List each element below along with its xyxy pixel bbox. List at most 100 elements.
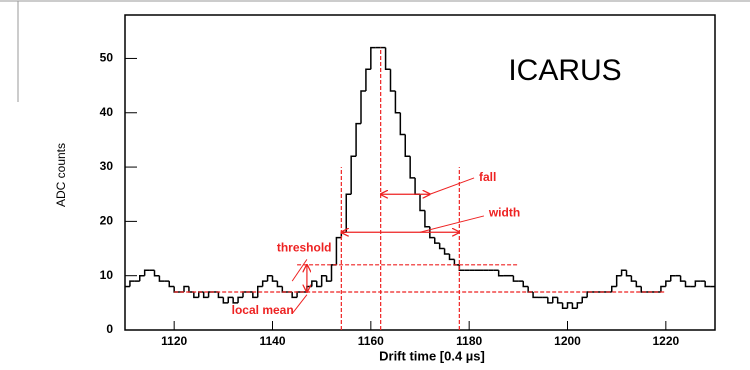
marker-label: width xyxy=(488,205,520,219)
histogram-step xyxy=(630,275,637,282)
annotation-title: ICARUS xyxy=(508,54,621,87)
histogram-step xyxy=(320,274,327,287)
histogram-step xyxy=(384,47,391,71)
histogram-step xyxy=(222,297,229,304)
histogram-step xyxy=(355,122,361,157)
histogram-step xyxy=(556,297,563,304)
histogram-step xyxy=(615,274,622,287)
histogram-step xyxy=(365,68,371,92)
histogram-step xyxy=(257,285,263,298)
histogram-step xyxy=(316,281,322,288)
histogram-step xyxy=(404,134,411,157)
histogram-step xyxy=(684,281,691,288)
y-tick-label: 10 xyxy=(100,268,114,282)
histogram-step xyxy=(586,291,593,298)
histogram-step xyxy=(576,302,583,309)
histogram-step xyxy=(296,291,302,298)
histogram-step xyxy=(227,296,234,303)
histogram-step xyxy=(625,270,632,277)
histogram-step xyxy=(335,236,342,265)
histogram-step xyxy=(409,156,416,179)
histogram-step xyxy=(561,302,568,310)
histogram-step xyxy=(640,286,647,293)
histogram-step xyxy=(202,291,209,299)
histogram-step xyxy=(611,285,617,292)
histogram-step xyxy=(252,291,258,299)
histogram-step xyxy=(350,155,357,195)
histogram-step xyxy=(153,270,160,277)
y-axis-label: ADC counts xyxy=(54,143,68,207)
local-mean-pointer xyxy=(291,294,308,315)
histogram-step xyxy=(458,264,465,272)
histogram-step xyxy=(497,270,504,277)
histogram-step xyxy=(261,280,268,287)
histogram-step xyxy=(281,286,288,293)
x-tick-label: 1200 xyxy=(554,334,581,348)
x-tick-label: 1120 xyxy=(161,334,187,348)
histogram-step xyxy=(438,243,445,250)
histogram-step xyxy=(635,281,642,288)
histogram-step xyxy=(168,281,175,288)
histogram-step xyxy=(512,275,519,282)
histogram-step xyxy=(665,280,671,287)
histogram-step xyxy=(276,281,283,288)
histogram-step xyxy=(139,274,145,282)
histogram-step xyxy=(271,275,278,282)
width-pointer xyxy=(419,215,485,233)
histogram-step xyxy=(581,296,588,303)
marker-label: threshold xyxy=(277,241,332,255)
x-tick-label: 1220 xyxy=(652,334,679,348)
histogram-step xyxy=(158,275,165,282)
x-tick-label: 1180 xyxy=(456,334,482,348)
histogram-step xyxy=(419,194,425,212)
histogram-step xyxy=(453,259,460,266)
histogram-step xyxy=(306,285,312,292)
histogram-step xyxy=(443,248,450,255)
histogram-step xyxy=(434,237,440,244)
histogram-step xyxy=(620,269,627,276)
histogram-step xyxy=(670,274,676,282)
histogram-step xyxy=(448,253,455,261)
histogram-step xyxy=(207,291,214,298)
histogram-step xyxy=(424,210,430,228)
marker-label: local mean xyxy=(232,303,294,317)
histogram-step xyxy=(370,46,376,70)
histogram-step xyxy=(311,280,317,287)
histogram-step xyxy=(217,291,224,299)
y-tick-label: 50 xyxy=(100,51,114,65)
histogram-step xyxy=(571,302,578,310)
plot-frame xyxy=(124,14,716,331)
marker-label: fall xyxy=(479,170,496,184)
histogram-step xyxy=(394,91,401,114)
histogram-step xyxy=(389,69,396,92)
threshold-pointer xyxy=(291,259,308,282)
histogram-step xyxy=(291,291,298,299)
y-tick-label: 40 xyxy=(100,105,114,119)
histogram-step xyxy=(143,269,150,276)
histogram-step xyxy=(325,275,332,282)
histogram-step xyxy=(660,285,666,292)
histogram-step xyxy=(183,285,189,292)
histogram-step xyxy=(704,281,711,288)
histogram-step xyxy=(679,275,686,282)
histogram-step xyxy=(340,231,347,238)
fall-pointer xyxy=(429,177,475,195)
histogram-step xyxy=(129,280,135,287)
histogram-step xyxy=(266,274,273,282)
histogram-step xyxy=(552,296,558,303)
x-tick-label: 1160 xyxy=(358,334,384,348)
histogram-step xyxy=(532,291,538,299)
histogram-step xyxy=(566,302,573,309)
x-axis-label: Drift time [0.4 µs] xyxy=(379,348,485,363)
histogram-step xyxy=(242,291,248,298)
histogram-step xyxy=(527,286,534,293)
histogram-step xyxy=(232,297,239,304)
histogram-step xyxy=(399,112,406,136)
y-tick-label: 20 xyxy=(100,214,114,228)
histogram-step xyxy=(694,280,701,287)
histogram-step xyxy=(547,297,553,304)
histogram-step xyxy=(522,281,529,288)
histogram-step xyxy=(193,291,199,299)
histogram-step xyxy=(173,286,180,293)
